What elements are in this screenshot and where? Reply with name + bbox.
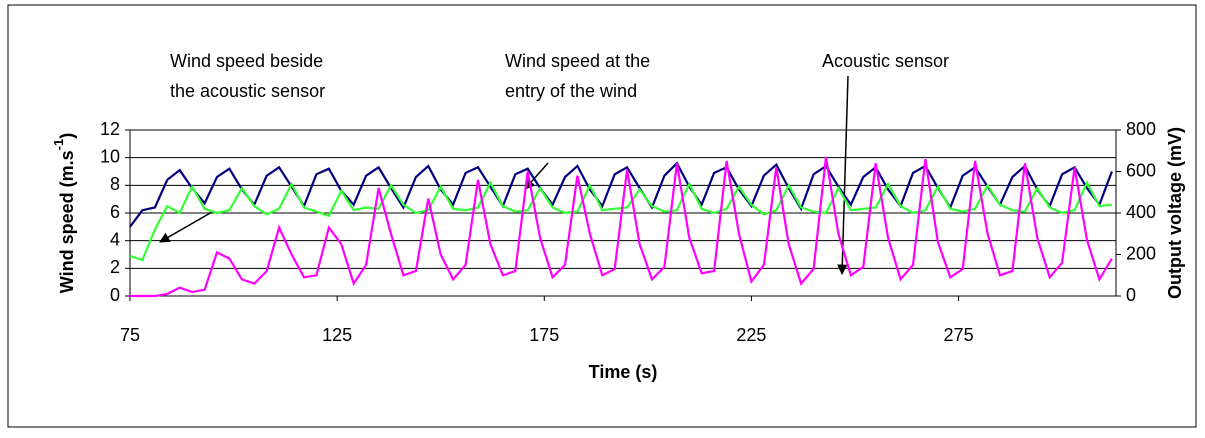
y2-tick-label: 200	[1126, 243, 1156, 263]
series-line	[129, 180, 1113, 262]
annotation: the acoustic sensor	[170, 81, 325, 101]
y-tick-label: 10	[100, 146, 120, 166]
y2-tick-label: 400	[1126, 202, 1156, 222]
annotation: Acoustic sensor	[822, 51, 949, 71]
y-tick-label: 2	[110, 257, 120, 277]
y-tick-label: 12	[100, 119, 120, 139]
series-line	[130, 156, 1113, 298]
x-tick-label: 75	[120, 325, 140, 345]
y-axis-title-end: )	[57, 133, 77, 139]
x-axis-title: Time (s)	[589, 362, 658, 382]
annotation: entry of the wind	[505, 81, 637, 101]
annotation: Wind speed at the	[505, 51, 650, 71]
x-tick-label: 275	[944, 325, 974, 345]
y-axis-title-text: Wind speed (m.s	[57, 150, 77, 293]
y-tick-label: 0	[110, 285, 120, 305]
y2-tick-label: 600	[1126, 160, 1156, 180]
y-axis-title-sup: -1	[51, 139, 66, 151]
x-tick-label: 125	[322, 325, 352, 345]
y2-tick-label: 800	[1126, 119, 1156, 139]
y2-tick-label: 0	[1126, 285, 1136, 305]
arrow	[524, 162, 549, 190]
y-axis-title: Wind speed (m.s-1)	[51, 133, 76, 293]
y2-axis-title: Output voltage (mV)	[1165, 127, 1185, 299]
arrow	[159, 211, 213, 243]
y-tick-label: 4	[110, 229, 120, 249]
x-tick-label: 175	[529, 325, 559, 345]
annotation: Wind speed beside	[170, 51, 323, 71]
y-tick-label: 6	[110, 202, 120, 222]
x-tick-label: 225	[736, 325, 766, 345]
y-tick-label: 8	[110, 174, 120, 194]
